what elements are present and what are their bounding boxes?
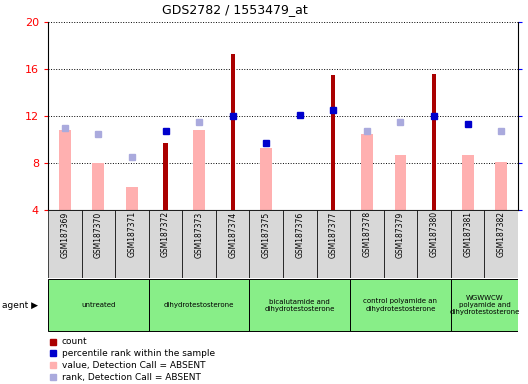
Bar: [361, 134, 373, 210]
Text: GSM187373: GSM187373: [195, 211, 204, 258]
Text: value, Detection Call = ABSENT: value, Detection Call = ABSENT: [62, 361, 205, 370]
Bar: [495, 162, 507, 210]
Bar: [350, 210, 384, 278]
Bar: [462, 155, 474, 210]
Text: rank, Detection Call = ABSENT: rank, Detection Call = ABSENT: [62, 373, 201, 382]
Text: count: count: [62, 337, 88, 346]
Bar: [149, 210, 182, 278]
Text: GSM187376: GSM187376: [295, 211, 304, 258]
Text: GSM187378: GSM187378: [362, 211, 371, 258]
Bar: [48, 210, 81, 278]
Text: GSM187370: GSM187370: [94, 211, 103, 258]
Bar: [417, 210, 451, 278]
Bar: [394, 155, 407, 210]
Bar: [149, 279, 249, 331]
Bar: [451, 279, 518, 331]
Text: GDS2782 / 1553479_at: GDS2782 / 1553479_at: [162, 3, 308, 16]
Bar: [332, 75, 335, 210]
Text: dihydrotestosterone: dihydrotestosterone: [164, 302, 234, 308]
Bar: [126, 187, 138, 210]
Text: percentile rank within the sample: percentile rank within the sample: [62, 349, 215, 358]
Text: untreated: untreated: [81, 302, 116, 308]
Bar: [350, 279, 451, 331]
Text: GSM187379: GSM187379: [396, 211, 405, 258]
Bar: [164, 143, 167, 210]
Bar: [432, 74, 436, 210]
Bar: [317, 210, 350, 278]
Text: GSM187377: GSM187377: [329, 211, 338, 258]
Text: GSM187382: GSM187382: [497, 211, 506, 257]
Bar: [216, 210, 249, 278]
Bar: [484, 210, 518, 278]
Text: GSM187374: GSM187374: [228, 211, 237, 258]
Text: bicalutamide and
dihydrotestosterone: bicalutamide and dihydrotestosterone: [265, 298, 335, 311]
Bar: [231, 54, 234, 210]
Text: GSM187375: GSM187375: [262, 211, 271, 258]
Bar: [92, 163, 104, 210]
Text: WGWWCW
polyamide and
dihydrotestosterone: WGWWCW polyamide and dihydrotestosterone: [449, 295, 520, 315]
Bar: [384, 210, 417, 278]
Bar: [115, 210, 149, 278]
Text: GSM187380: GSM187380: [430, 211, 439, 258]
Text: GSM187381: GSM187381: [463, 211, 472, 257]
Text: GSM187369: GSM187369: [60, 211, 69, 258]
Text: GSM187371: GSM187371: [127, 211, 136, 258]
Bar: [451, 210, 484, 278]
Bar: [81, 210, 115, 278]
Text: agent ▶: agent ▶: [2, 301, 38, 310]
Text: control polyamide an
dihydrotestosterone: control polyamide an dihydrotestosterone: [363, 298, 438, 311]
Bar: [249, 210, 283, 278]
Bar: [193, 130, 205, 210]
Bar: [182, 210, 216, 278]
Bar: [249, 279, 350, 331]
Text: GSM187372: GSM187372: [161, 211, 170, 258]
Bar: [59, 130, 71, 210]
Bar: [48, 279, 149, 331]
Bar: [283, 210, 317, 278]
Bar: [260, 148, 272, 210]
